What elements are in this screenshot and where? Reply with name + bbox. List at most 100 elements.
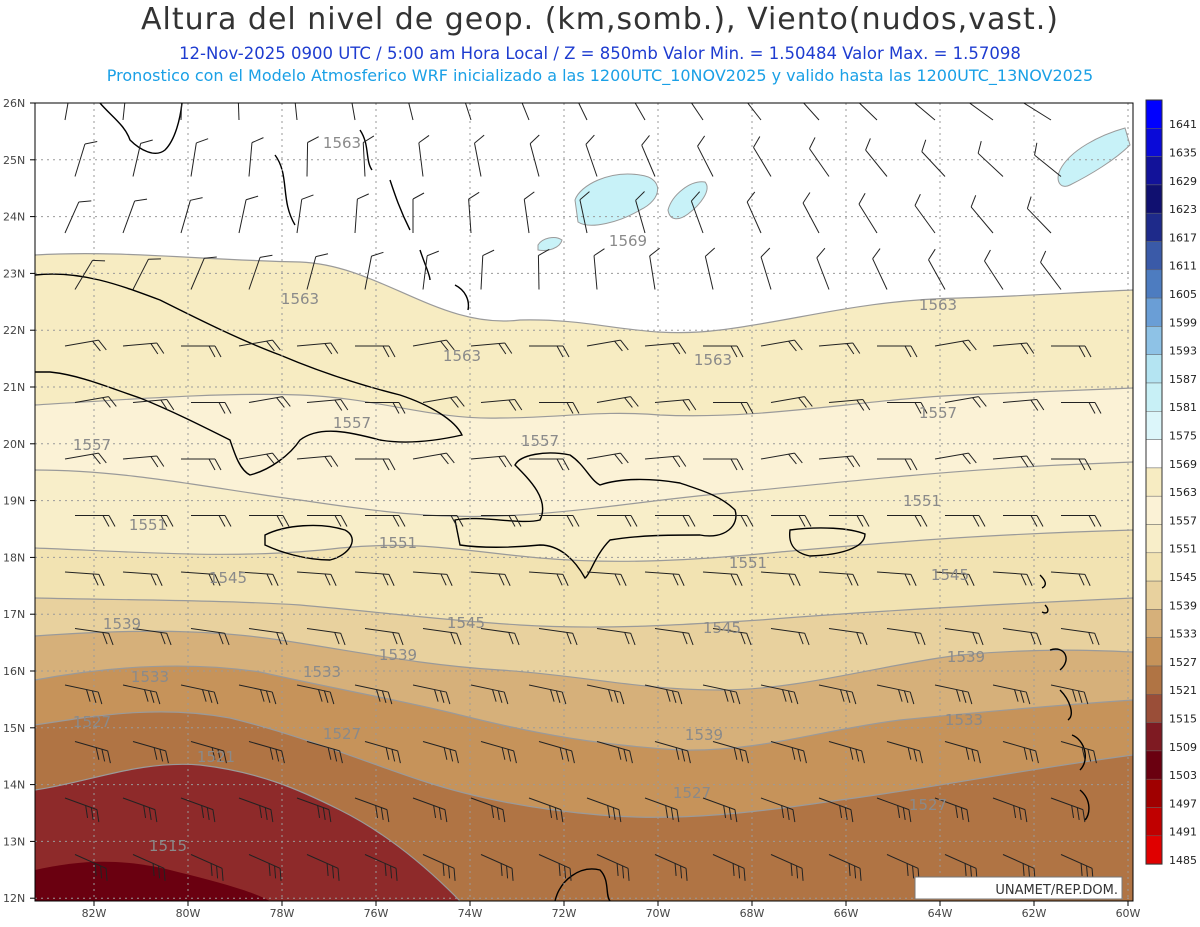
- wind-barb: [248, 137, 264, 177]
- wind-barb: [64, 200, 92, 234]
- wind-barb: [296, 455, 339, 468]
- wind-barb: [306, 253, 329, 290]
- cyan-patch-3: [537, 237, 563, 251]
- wind-barb: [877, 345, 918, 358]
- lon-label: 60W: [1116, 907, 1141, 920]
- wind-barb: [1040, 250, 1062, 290]
- colorbar-label: 1563: [1169, 486, 1197, 499]
- florida-coast: [99, 103, 183, 154]
- wind-barb: [760, 571, 801, 586]
- colorbar-swatch: [1145, 212, 1163, 242]
- wind-barb: [460, 103, 472, 121]
- wind-barb: [1060, 854, 1094, 881]
- contour-label: 1545: [703, 619, 741, 637]
- wind-barb: [1061, 515, 1102, 527]
- colorbar-swatch: [1145, 439, 1163, 469]
- wind-barb: [132, 258, 161, 290]
- wind-barb: [306, 741, 343, 764]
- wind-barb: [418, 135, 430, 177]
- wind-barb: [64, 339, 107, 352]
- colorbar-swatch: [1145, 99, 1163, 129]
- cyan-patch-2: [667, 181, 708, 220]
- wind-barb: [818, 684, 857, 705]
- colorbar-label: 1551: [1169, 543, 1197, 556]
- wind-barb: [654, 399, 697, 411]
- wind-barb: [529, 134, 540, 177]
- contour-label: 1563: [281, 290, 319, 308]
- wind-barb: [306, 628, 346, 646]
- wind-barb: [571, 103, 588, 121]
- wind-barb: [992, 797, 1028, 823]
- wind-barb: [523, 191, 535, 234]
- wind-barb: [970, 195, 994, 234]
- colorbar-label: 1599: [1169, 316, 1197, 329]
- contour-label: 1563: [443, 347, 481, 365]
- wind-barb: [122, 797, 158, 823]
- lat-label: 18N: [3, 551, 25, 564]
- wind-barb: [181, 458, 222, 471]
- wind-barb: [858, 193, 878, 234]
- wind-barb: [354, 684, 393, 705]
- wind-barb: [354, 193, 369, 234]
- wind-barb: [122, 455, 165, 468]
- wind-barb: [760, 452, 803, 465]
- wind-barb: [306, 854, 340, 881]
- wind-barb: [423, 515, 464, 527]
- colorbar-label: 1491: [1169, 826, 1197, 839]
- wind-barb: [74, 628, 114, 646]
- wind-barb: [238, 195, 259, 234]
- wind-barb: [770, 741, 807, 764]
- wind-barb: [481, 515, 522, 527]
- lon-label: 68W: [740, 907, 765, 920]
- model-info-line: Pronostico con el Modelo Atmosferico WRF…: [106, 66, 1094, 85]
- wind-barb: [132, 741, 169, 764]
- puerto-rico-coast: [788, 527, 866, 557]
- wind-barb: [818, 342, 861, 355]
- colorbar-swatch: [1145, 156, 1163, 186]
- wind-barb: [596, 741, 633, 764]
- wind-barb: [992, 455, 1035, 468]
- colorbar-swatch: [1145, 354, 1163, 384]
- lat-label: 17N: [3, 608, 25, 621]
- colorbar-swatch: [1145, 552, 1163, 582]
- colorbar-label: 1545: [1169, 571, 1197, 584]
- wind-barb: [654, 741, 691, 764]
- wind-barb: [238, 571, 279, 586]
- wind-barb: [470, 684, 509, 705]
- colorbar-label: 1617: [1169, 231, 1197, 244]
- wind-barb: [539, 402, 580, 414]
- wind-barb: [190, 628, 230, 646]
- wind-barb: [887, 515, 928, 527]
- colorbar-label: 1521: [1169, 684, 1197, 697]
- colorbar-swatch: [1145, 297, 1163, 327]
- colorbar-label: 1581: [1169, 401, 1197, 414]
- wind-barb: [944, 396, 987, 408]
- wind-barb: [422, 741, 459, 764]
- wind-barb: [1026, 196, 1052, 234]
- lat-label: 20N: [3, 438, 25, 451]
- wind-barb: [876, 684, 915, 705]
- wind-barb: [248, 254, 273, 290]
- wind-barb: [1051, 345, 1092, 358]
- wind-barb: [180, 571, 221, 586]
- colorbar: 1641 1635 1629 1623 1617 1611 1605 1599 1593 1587…: [1145, 99, 1197, 867]
- wind-barb: [412, 339, 455, 352]
- wind-barb: [75, 515, 116, 527]
- wind-barb: [306, 136, 319, 177]
- wind-barb: [703, 345, 744, 358]
- lat-label: 13N: [3, 835, 25, 848]
- wind-barb: [132, 399, 175, 411]
- wind-barb: [1061, 402, 1102, 414]
- wind-barb: [364, 628, 404, 646]
- wind-barb: [770, 854, 804, 881]
- colorbar-swatch: [1145, 694, 1163, 723]
- wind-barb: [644, 342, 687, 355]
- wind-barb: [818, 455, 861, 468]
- colorbar-swatch: [1145, 835, 1163, 865]
- wind-barb: [655, 515, 696, 527]
- wind-barb: [586, 452, 629, 465]
- wind-barb: [132, 139, 153, 177]
- wind-barb: [644, 455, 687, 468]
- wind-barb: [122, 571, 163, 586]
